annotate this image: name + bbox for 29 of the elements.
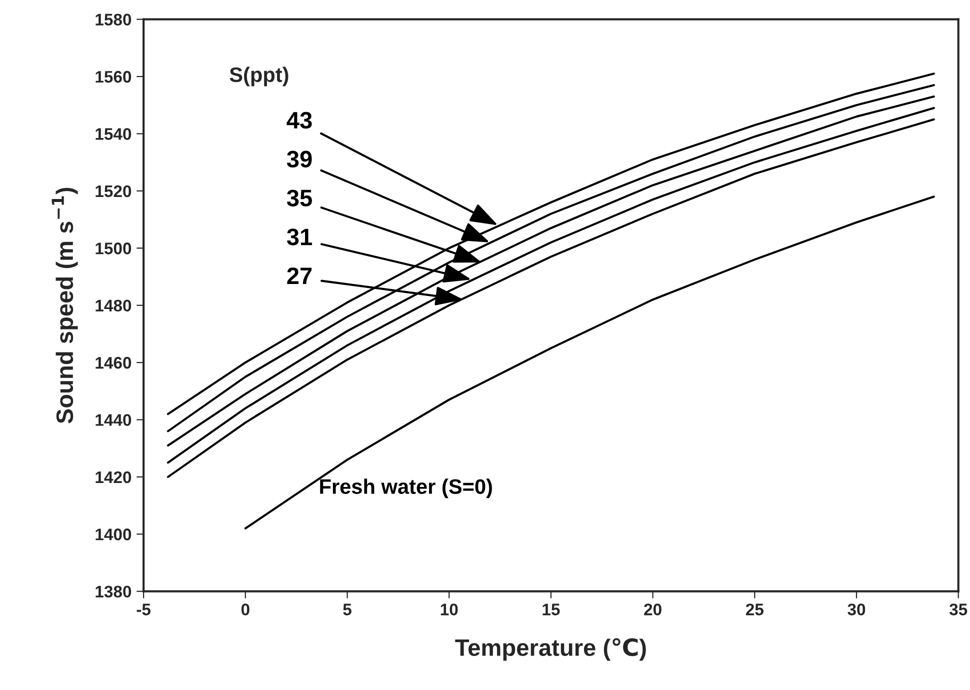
x-tick-label: -5 bbox=[136, 604, 151, 616]
y-tick-label: 1540 bbox=[96, 128, 132, 140]
annotation: 39 bbox=[286, 150, 312, 168]
y-tick-label: 1420 bbox=[96, 471, 132, 484]
x-tick-label: 0 bbox=[241, 604, 250, 616]
y-axis-title: Sound speed (m s$^{−1}$) bbox=[52, 188, 78, 424]
x-axis-title: Temperature (℃) bbox=[455, 638, 646, 661]
annotation: 43 bbox=[286, 112, 312, 129]
y-tick-label: 1580 bbox=[96, 14, 132, 26]
series-label: Fresh water (S=0) bbox=[320, 478, 492, 498]
x-tick-label: 15 bbox=[542, 604, 560, 616]
y-tick-label: 1400 bbox=[96, 528, 132, 540]
x-tick-label: 25 bbox=[746, 604, 764, 616]
y-tick-label: 1520 bbox=[96, 185, 132, 198]
y-tick-label: 1500 bbox=[96, 242, 132, 254]
annotation: S(ppt) bbox=[230, 66, 288, 86]
y-tick-label: 1440 bbox=[96, 414, 132, 426]
y-tick-label: 1460 bbox=[96, 356, 132, 369]
y-tick-label: 1560 bbox=[96, 70, 132, 83]
annotation: 35 bbox=[286, 190, 312, 206]
x-tick-label: 5 bbox=[343, 604, 352, 616]
x-tick-label: 20 bbox=[644, 604, 662, 616]
annotation: 31 bbox=[286, 228, 312, 246]
annotation: 27 bbox=[287, 267, 312, 284]
y-tick-label: 1480 bbox=[96, 300, 132, 312]
y-tick-label: 1380 bbox=[96, 586, 132, 598]
x-tick-label: 35 bbox=[949, 604, 968, 616]
x-tick-label: 10 bbox=[440, 604, 458, 616]
x-tick-label: 30 bbox=[848, 604, 866, 616]
